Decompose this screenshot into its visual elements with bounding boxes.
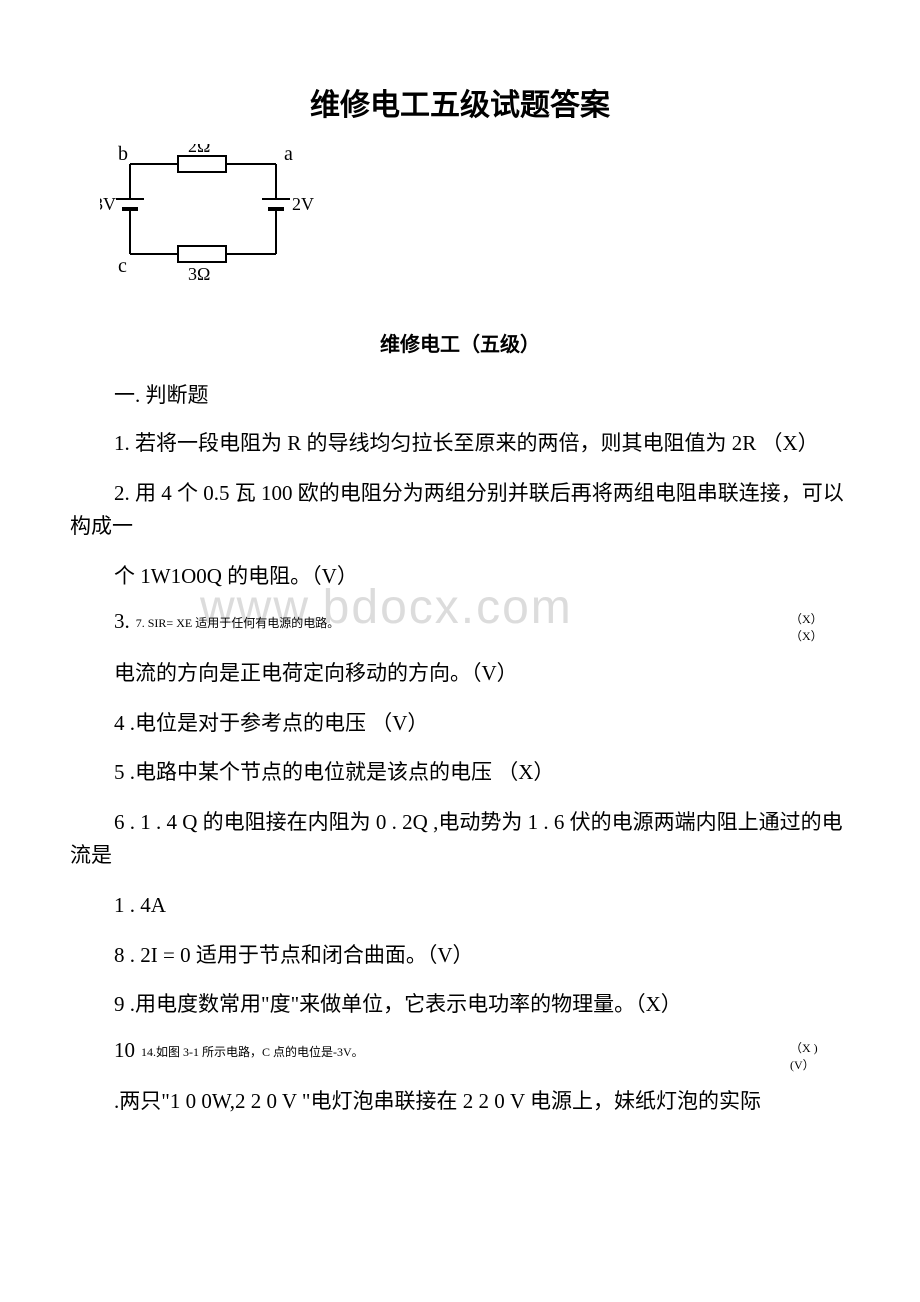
question-10b: .两只"1 0 0W,2 2 0 V "电灯泡串联接在 2 2 0 V 电源上，… — [70, 1085, 850, 1119]
bottom-resistor-label: 3Ω — [188, 264, 210, 284]
question-10-num: 10 — [114, 1038, 135, 1063]
question-3-marks: （X） （X） — [790, 609, 850, 645]
doc-title: 维修电工五级试题答案 — [70, 80, 850, 124]
node-a-label: a — [284, 144, 293, 165]
left-source-label: 3V — [100, 194, 116, 214]
question-3b: 电流的方向是正电荷定向移动的方向。（V） — [70, 657, 850, 691]
question-10-marks: （X ) (V） — [790, 1038, 850, 1074]
question-1: 1. 若将一段电阻为 R 的导线均匀拉长至原来的两倍，则其电阻值为 2R （X） — [70, 427, 850, 461]
question-10-row: 10 14.如图 3-1 所示电路，C 点的电位是-3V。 （X ) (V） — [70, 1038, 850, 1074]
question-5: 5 .电路中某个节点的电位就是该点的电压 （X） — [70, 756, 850, 790]
question-4: 4 .电位是对于参考点的电压 （V） — [70, 707, 850, 741]
node-c-label: c — [118, 255, 127, 277]
question-3-row: 3. 7. SIR= XE 适用于任何有电源的电路。 （X） （X） — [70, 609, 850, 645]
question-3-mark-top: （X） — [790, 611, 850, 628]
question-10-mark-top: （X ) — [790, 1040, 850, 1057]
question-3-mark-bot: （X） — [790, 628, 850, 645]
question-2: 2. 用 4 个 0.5 瓦 100 欧的电阻分为两组分别并联后再将两组电阻串联… — [70, 477, 850, 544]
question-9: 9 .用电度数常用"度"来做单位，它表示电功率的物理量。（X） — [70, 988, 850, 1022]
question-10-tiny: 14.如图 3-1 所示电路，C 点的电位是-3V。 — [141, 1038, 730, 1061]
question-2-cont: 个 1W1O0Q 的电阻。（V） — [70, 560, 850, 594]
circuit-diagram: b a c 2Ω 3Ω 3V 2V — [100, 144, 330, 289]
top-resistor-label: 2Ω — [188, 144, 210, 156]
doc-subtitle: 维修电工（五级） — [70, 328, 850, 357]
question-3-tiny: 7. SIR= XE 适用于任何有电源的电路。 — [136, 609, 730, 632]
question-6-cont: 1 . 4A — [70, 889, 850, 923]
page-content: 维修电工五级试题答案 b a c 2Ω 3Ω — [70, 80, 850, 1119]
question-6: 6 . 1 . 4 Q 的电阻接在内阻为 0 . 2Q ,电动势为 1 . 6 … — [70, 806, 850, 873]
question-3-num: 3. — [114, 609, 130, 634]
question-8: 8 . 2I = 0 适用于节点和闭合曲面。（V） — [70, 939, 850, 973]
section-heading: 一. 判断题 — [70, 379, 850, 409]
question-10-mark-bot: (V） — [790, 1057, 850, 1074]
node-b-label: b — [118, 144, 128, 165]
right-source-label: 2V — [292, 194, 314, 214]
